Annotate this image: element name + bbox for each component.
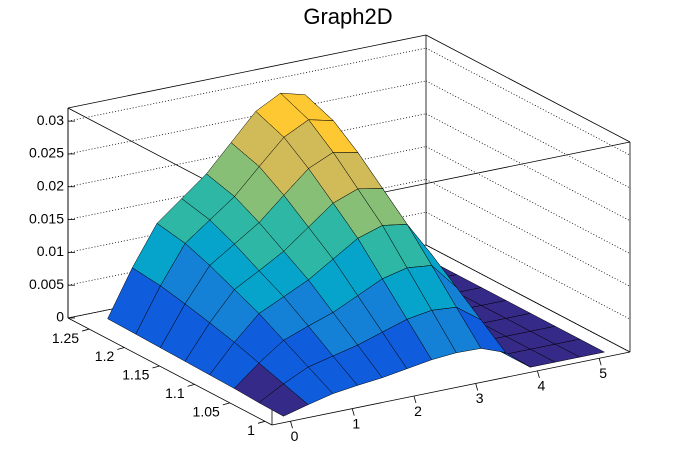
grid-line — [67, 80, 427, 155]
x-tick-label: 0 — [291, 428, 299, 444]
grid-line — [67, 178, 427, 253]
x-tick — [475, 383, 479, 391]
x-tick-label: 1 — [352, 415, 360, 431]
z-tick-label: 0.015 — [29, 210, 64, 226]
grid-line — [67, 211, 427, 286]
y-tick — [117, 347, 125, 350]
box-edge — [67, 34, 427, 109]
x-tick — [351, 408, 355, 416]
y-tick — [257, 420, 266, 424]
box-edge — [425, 34, 631, 143]
y-axis — [67, 317, 273, 426]
grid-line — [67, 47, 427, 122]
x-tick — [290, 421, 293, 429]
x-tick — [537, 370, 540, 378]
y-tick — [81, 328, 90, 332]
y-tick — [187, 384, 195, 387]
grid-line — [67, 113, 427, 188]
box-edge — [425, 244, 631, 353]
z-tick-label: 0 — [56, 309, 64, 325]
y-tick-label: 1.2 — [95, 348, 115, 364]
y-tick — [222, 402, 230, 406]
y-tick — [152, 365, 160, 369]
surface-cell — [258, 383, 309, 417]
y-tick-label: 1 — [247, 422, 255, 438]
grid-line — [67, 146, 427, 220]
y-tick-label: 1.05 — [193, 404, 220, 420]
x-tick-label: 5 — [599, 365, 607, 381]
z-tick-label: 0.005 — [29, 276, 64, 292]
x-tick-label: 3 — [476, 390, 484, 406]
x-tick — [598, 358, 602, 366]
y-tick-label: 1.25 — [52, 330, 79, 346]
x-tick — [413, 395, 417, 404]
z-tick-label: 0.03 — [37, 112, 64, 128]
x-tick-label: 2 — [414, 403, 422, 419]
x-axis — [271, 351, 631, 426]
x-tick-label: 4 — [538, 378, 546, 394]
y-tick-label: 1.15 — [122, 367, 149, 383]
chart-title: Graph2D — [303, 4, 392, 29]
z-tick-label: 0.02 — [37, 177, 64, 193]
z-tick-label: 0.025 — [29, 145, 64, 161]
z-tick-label: 0.01 — [37, 243, 64, 259]
y-tick-label: 1.1 — [165, 385, 185, 401]
